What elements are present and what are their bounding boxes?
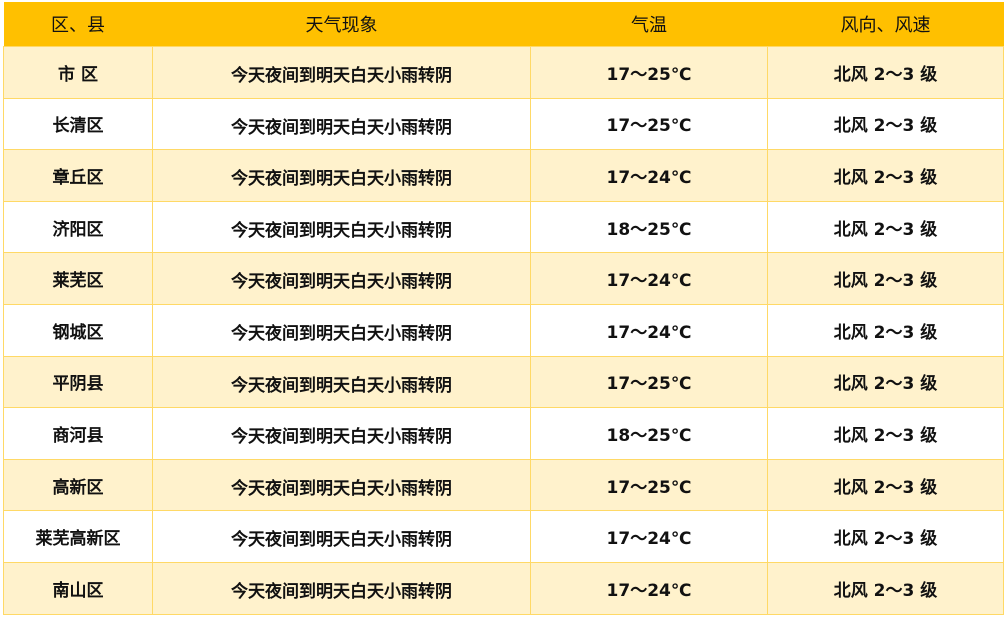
temp-cell: 17～25℃ <box>530 97 768 151</box>
wind-cell: 北风 2～3 级 <box>767 97 1004 151</box>
district-cell: 平阴县 <box>3 355 153 409</box>
district-cell: 济阳区 <box>3 200 153 254</box>
district-cell: 市 区 <box>3 46 153 99</box>
weather-cell: 今天夜间到明天白天小雨转阴 <box>152 407 531 460</box>
header-wind: 风向、风速 <box>767 2 1004 47</box>
table-row: 莱芜高新区 今天夜间到明天白天小雨转阴 17～24℃ 北风 2～3 级 <box>3 510 1004 563</box>
district-cell: 南山区 <box>3 561 153 615</box>
wind-cell: 北风 2～3 级 <box>767 561 1004 615</box>
header-temp: 气温 <box>530 2 768 47</box>
weather-cell: 今天夜间到明天白天小雨转阴 <box>152 510 531 563</box>
table-row: 南山区 今天夜间到明天白天小雨转阴 17～24℃ 北风 2～3 级 <box>3 561 1004 615</box>
district-cell: 长清区 <box>3 97 153 151</box>
district-cell: 钢城区 <box>3 303 153 357</box>
temp-cell: 18～25℃ <box>530 407 768 460</box>
district-cell: 莱芜区 <box>3 252 153 305</box>
district-cell: 商河县 <box>3 407 153 460</box>
header-row: 区、县 天气现象 气温 风向、风速 <box>3 2 1004 47</box>
table-row: 高新区 今天夜间到明天白天小雨转阴 17～25℃ 北风 2～3 级 <box>3 458 1004 512</box>
wind-cell: 北风 2～3 级 <box>767 252 1004 305</box>
temp-cell: 17～24℃ <box>530 510 768 563</box>
district-cell: 莱芜高新区 <box>3 510 153 563</box>
weather-table: 区、县 天气现象 气温 风向、风速 市 区今天夜间到明天白天小雨转阴 17～25℃… <box>3 2 1004 615</box>
temp-cell: 17～25℃ <box>530 46 768 99</box>
temp-cell: 17～24℃ <box>530 252 768 305</box>
temp-cell: 17～25℃ <box>530 458 768 512</box>
table-row: 平阴县 今天夜间到明天白天小雨转阴 17～25℃ 北风 2～3 级 <box>3 355 1004 409</box>
wind-cell: 北风 2～3 级 <box>767 149 1004 202</box>
wind-cell: 北风 2～3 级 <box>767 200 1004 254</box>
table-row: 市 区今天夜间到明天白天小雨转阴 17～25℃ 北风 2～3 级 <box>3 46 1004 99</box>
weather-cell: 今天夜间到明天白天小雨转阴 <box>152 561 531 615</box>
weather-cell: 今天夜间到明天白天小雨转阴 <box>152 46 531 99</box>
weather-cell: 今天夜间到明天白天小雨转阴 <box>152 303 531 357</box>
table-row: 长清区 今天夜间到明天白天小雨转阴 17～25℃ 北风 2～3 级 <box>3 97 1004 151</box>
wind-cell: 北风 2～3 级 <box>767 46 1004 99</box>
wind-cell: 北风 2～3 级 <box>767 407 1004 460</box>
district-cell: 章丘区 <box>3 149 153 202</box>
temp-cell: 17～24℃ <box>530 561 768 615</box>
weather-cell: 今天夜间到明天白天小雨转阴 <box>152 252 531 305</box>
table-row: 济阳区 今天夜间到明天白天小雨转阴 18～25℃ 北风 2～3 级 <box>3 200 1004 254</box>
wind-cell: 北风 2～3 级 <box>767 458 1004 512</box>
weather-cell: 今天夜间到明天白天小雨转阴 <box>152 355 531 409</box>
temp-cell: 17～24℃ <box>530 303 768 357</box>
district-cell: 高新区 <box>3 458 153 512</box>
weather-cell: 今天夜间到明天白天小雨转阴 <box>152 97 531 151</box>
header-district: 区、县 <box>3 2 153 47</box>
wind-cell: 北风 2～3 级 <box>767 303 1004 357</box>
wind-cell: 北风 2～3 级 <box>767 355 1004 409</box>
table-row: 莱芜区 今天夜间到明天白天小雨转阴 17～24℃ 北风 2～3 级 <box>3 252 1004 305</box>
weather-cell: 今天夜间到明天白天小雨转阴 <box>152 149 531 202</box>
table-row: 章丘区 今天夜间到明天白天小雨转阴 17～24℃ 北风 2～3 级 <box>3 149 1004 202</box>
weather-cell: 今天夜间到明天白天小雨转阴 <box>152 458 531 512</box>
temp-cell: 17～24℃ <box>530 149 768 202</box>
wind-cell: 北风 2～3 级 <box>767 510 1004 563</box>
header-weather: 天气现象 <box>152 2 531 47</box>
weather-cell: 今天夜间到明天白天小雨转阴 <box>152 200 531 254</box>
temp-cell: 17～25℃ <box>530 355 768 409</box>
temp-cell: 18～25℃ <box>530 200 768 254</box>
table-row: 钢城区 今天夜间到明天白天小雨转阴 17～24℃ 北风 2～3 级 <box>3 303 1004 357</box>
table-row: 商河县 今天夜间到明天白天小雨转阴 18～25℃ 北风 2～3 级 <box>3 407 1004 460</box>
